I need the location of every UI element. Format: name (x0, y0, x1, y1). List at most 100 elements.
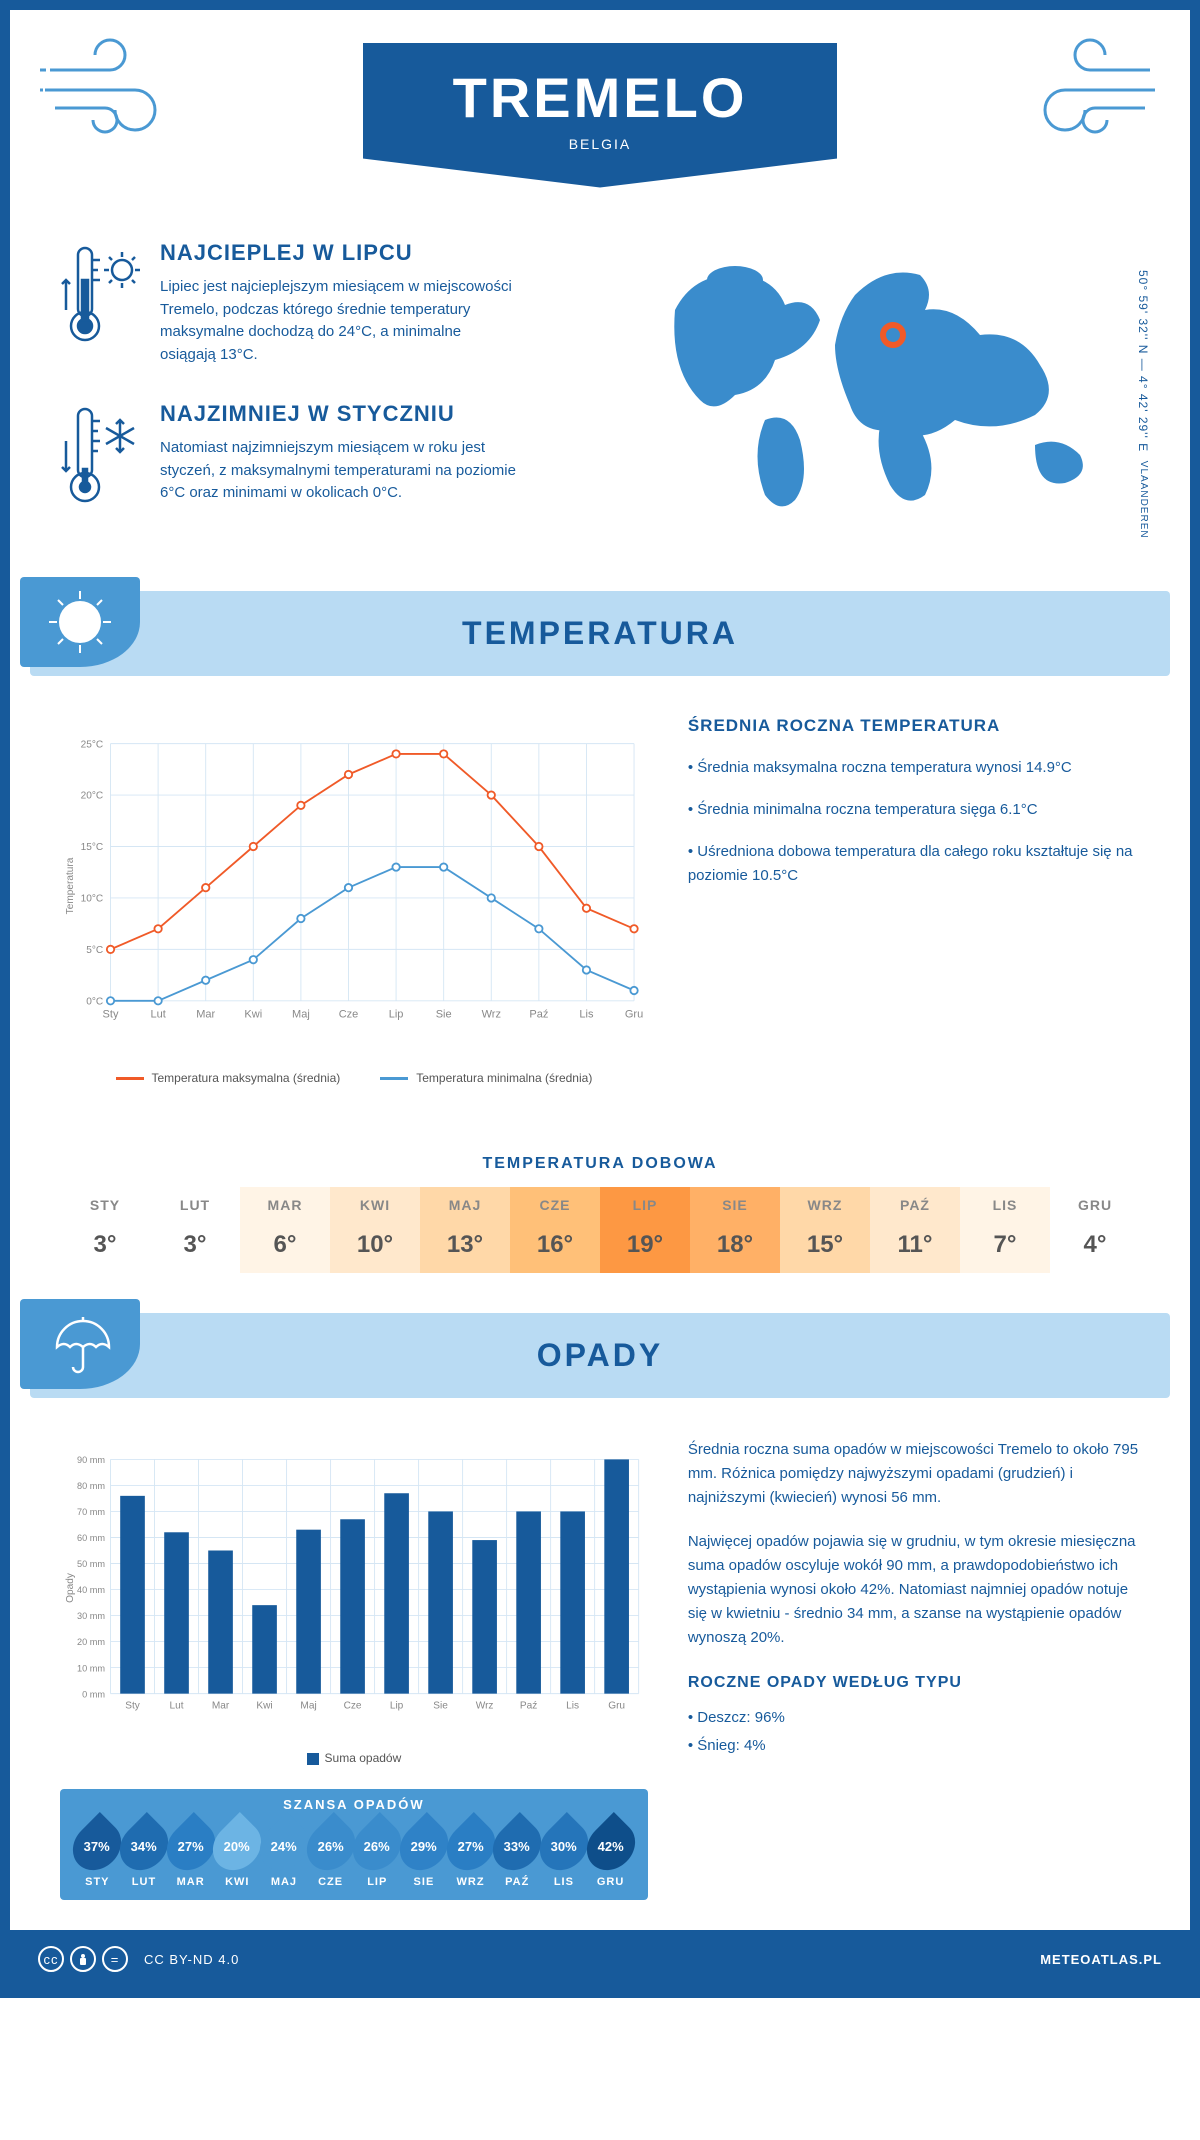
svg-text:5°C: 5°C (86, 945, 103, 956)
svg-text:30 mm: 30 mm (77, 1611, 105, 1621)
chance-cell: 33%PAŹ (494, 1820, 541, 1888)
svg-text:Lis: Lis (566, 1700, 579, 1711)
intro-section: NAJCIEPLEJ W LIPCU Lipiec jest najcieple… (10, 210, 1190, 591)
svg-text:Sty: Sty (125, 1700, 141, 1711)
svg-text:Kwi: Kwi (256, 1700, 272, 1711)
thermometer-snow-icon (60, 401, 140, 516)
daily-cell: PAŹ11° (870, 1187, 960, 1273)
world-map (630, 240, 1140, 520)
svg-text:20 mm: 20 mm (77, 1637, 105, 1647)
svg-text:70 mm: 70 mm (77, 1507, 105, 1517)
fact-warm-title: NAJCIEPLEJ W LIPCU (160, 240, 520, 266)
svg-text:20°C: 20°C (81, 791, 104, 802)
wind-icon (1020, 30, 1160, 145)
svg-text:Maj: Maj (292, 1008, 310, 1020)
svg-text:Cze: Cze (344, 1700, 362, 1711)
svg-text:80 mm: 80 mm (77, 1481, 105, 1491)
svg-text:Gru: Gru (625, 1008, 643, 1020)
nd-icon: = (102, 1946, 128, 1972)
section-header-precip: OPADY (30, 1313, 1170, 1398)
temp-info-title: ŚREDNIA ROCZNA TEMPERATURA (688, 716, 1140, 736)
thermometer-sun-icon (60, 240, 140, 366)
svg-text:90 mm: 90 mm (77, 1455, 105, 1465)
svg-text:Paź: Paź (520, 1700, 537, 1711)
city-title: TREMELO (453, 65, 748, 130)
chance-cell: 26%CZE (307, 1820, 354, 1888)
chance-cell: 42%GRU (587, 1820, 634, 1888)
precip-info: Średnia roczna suma opadów w miejscowośc… (688, 1438, 1140, 1900)
license-label: CC BY-ND 4.0 (144, 1952, 239, 1967)
daily-temp-title: TEMPERATURA DOBOWA (10, 1155, 1190, 1173)
svg-text:Wrz: Wrz (482, 1008, 501, 1020)
chance-cell: 34%LUT (121, 1820, 168, 1888)
svg-text:Lip: Lip (389, 1008, 404, 1020)
chart-legend: Temperatura maksymalna (średnia) Tempera… (60, 1071, 648, 1085)
svg-text:10 mm: 10 mm (77, 1663, 105, 1673)
svg-text:Lis: Lis (579, 1008, 594, 1020)
chance-cell: 37%STY (74, 1820, 121, 1888)
svg-text:0°C: 0°C (86, 996, 103, 1007)
chance-cell: 30%LIS (541, 1820, 588, 1888)
svg-text:10°C: 10°C (81, 894, 104, 905)
svg-text:Maj: Maj (300, 1700, 316, 1711)
site-label: METEOATLAS.PL (1040, 1952, 1162, 1967)
daily-temp-table: STY3°LUT3°MAR6°KWI10°MAJ13°CZE16°LIP19°S… (60, 1187, 1140, 1273)
svg-text:50 mm: 50 mm (77, 1559, 105, 1569)
temperature-info: ŚREDNIA ROCZNA TEMPERATURA • Średnia mak… (688, 716, 1140, 1085)
wind-icon (40, 30, 180, 145)
daily-cell: LUT3° (150, 1187, 240, 1273)
svg-text:Gru: Gru (608, 1700, 625, 1711)
svg-text:Mar: Mar (196, 1008, 215, 1020)
svg-text:Lip: Lip (390, 1700, 404, 1711)
svg-text:Sie: Sie (436, 1008, 452, 1020)
chance-cell: 26%LIP (354, 1820, 401, 1888)
svg-text:40 mm: 40 mm (77, 1585, 105, 1595)
svg-text:Sty: Sty (103, 1008, 119, 1020)
svg-text:Lut: Lut (170, 1700, 184, 1711)
daily-cell: GRU4° (1050, 1187, 1140, 1273)
svg-text:Sie: Sie (433, 1700, 448, 1711)
cc-icon: cc (38, 1946, 64, 1972)
svg-text:Temperatura: Temperatura (65, 857, 76, 914)
section-header-temperature: TEMPERATURA (30, 591, 1170, 676)
chance-cell: 27%MAR (167, 1820, 214, 1888)
daily-cell: MAJ13° (420, 1187, 510, 1273)
coordinates: 50° 59' 32'' N — 4° 42' 29'' E VLAANDERE… (1136, 270, 1150, 539)
svg-text:60 mm: 60 mm (77, 1533, 105, 1543)
chance-cell: 29%SIE (401, 1820, 448, 1888)
daily-cell: LIP19° (600, 1187, 690, 1273)
country-label: BELGIA (453, 136, 748, 152)
daily-cell: STY3° (60, 1187, 150, 1273)
svg-text:Wrz: Wrz (476, 1700, 494, 1711)
bar-legend: Suma opadów (60, 1751, 648, 1765)
title-block: TREMELO BELGIA (363, 43, 838, 188)
svg-text:Cze: Cze (339, 1008, 359, 1020)
footer: cc = CC BY-ND 4.0 METEOATLAS.PL (10, 1930, 1190, 1988)
by-icon (70, 1946, 96, 1972)
svg-text:0 mm: 0 mm (82, 1689, 105, 1699)
chance-cell: 20%KWI (214, 1820, 261, 1888)
fact-cold: NAJZIMNIEJ W STYCZNIU Natomiast najzimni… (60, 401, 570, 516)
chance-cell: 27%WRZ (447, 1820, 494, 1888)
fact-cold-text: Natomiast najzimniejszym miesiącem w rok… (160, 437, 520, 505)
daily-cell: LIS7° (960, 1187, 1050, 1273)
header: TREMELO BELGIA (10, 10, 1190, 210)
svg-text:Paź: Paź (529, 1008, 548, 1020)
sun-icon (20, 577, 140, 667)
svg-text:25°C: 25°C (81, 739, 104, 750)
umbrella-icon (20, 1299, 140, 1389)
temperature-chart: 0°C 5°C 10°C 15°C 20°C 25°C Sty Lut Mar Kwi Maj Cze… (60, 716, 648, 1085)
daily-cell: WRZ15° (780, 1187, 870, 1273)
svg-text:Kwi: Kwi (244, 1008, 262, 1020)
fact-cold-title: NAJZIMNIEJ W STYCZNIU (160, 401, 520, 427)
svg-text:15°C: 15°C (81, 842, 104, 853)
svg-text:Opady: Opady (65, 1572, 76, 1603)
chance-cell: 24%MAJ (261, 1820, 308, 1888)
svg-text:Lut: Lut (150, 1008, 165, 1020)
svg-text:Mar: Mar (212, 1700, 230, 1711)
fact-warm-text: Lipiec jest najcieplejszym miesiącem w m… (160, 276, 520, 366)
chance-box: SZANSA OPADÓW 37%STY34%LUT27%MAR20%KWI24… (60, 1789, 648, 1900)
daily-cell: CZE16° (510, 1187, 600, 1273)
daily-cell: KWI10° (330, 1187, 420, 1273)
daily-cell: MAR6° (240, 1187, 330, 1273)
